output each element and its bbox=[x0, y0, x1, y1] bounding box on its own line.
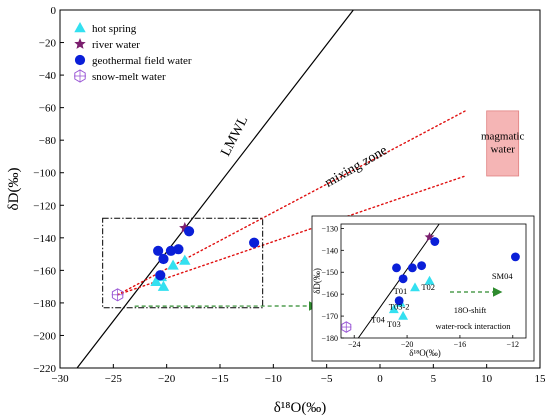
geothermal-point bbox=[158, 253, 169, 265]
hot-spring-point bbox=[167, 259, 179, 270]
hot-spring-point bbox=[157, 280, 170, 291]
hot-spring-point bbox=[179, 254, 191, 265]
x-tick-label: −25 bbox=[105, 373, 123, 385]
inset-y-axis-label: δD(‰) bbox=[312, 268, 322, 294]
x-axis-label: δ¹⁸O(‰) bbox=[274, 400, 327, 416]
inset-hot-spring-point bbox=[388, 304, 399, 314]
legend-hot-spring-icon bbox=[74, 22, 86, 33]
y-tick-label: −220 bbox=[33, 363, 56, 375]
inset-x-tick-label: −24 bbox=[348, 340, 361, 349]
y-tick-label: −20 bbox=[39, 38, 57, 50]
inset-sample-label: T01 bbox=[394, 286, 408, 296]
legend-entry-label: hot spring bbox=[92, 23, 137, 35]
magmatic-water-box bbox=[486, 110, 520, 177]
geothermal-point bbox=[155, 270, 166, 281]
inset-x-tick-label: −12 bbox=[507, 340, 520, 349]
inset-geothermal-point bbox=[430, 237, 440, 246]
inset-sample-label: T04 bbox=[371, 315, 385, 325]
magmatic-water-label-line: water bbox=[490, 143, 515, 155]
snow-melt-point bbox=[111, 288, 124, 302]
legend-snow-melt-icon bbox=[74, 69, 86, 83]
inset-geothermal-point bbox=[511, 252, 520, 262]
x-tick-label: −10 bbox=[265, 373, 283, 385]
y-tick-label: −100 bbox=[33, 168, 56, 180]
legend: hot spring river water geothermal field wa… bbox=[74, 22, 192, 83]
inset-y-tick-label: −130 bbox=[321, 224, 338, 233]
inset-sample-label: T03 bbox=[387, 319, 401, 329]
lmwl-line bbox=[76, 10, 354, 368]
x-tick-label: 0 bbox=[377, 373, 383, 385]
inset-y-tick-label: −140 bbox=[321, 246, 338, 255]
x-tick-label: −15 bbox=[211, 373, 229, 385]
inset-sample-label: SM04 bbox=[492, 271, 514, 281]
inset-hot-spring-point bbox=[410, 282, 420, 292]
geothermal-point bbox=[153, 245, 164, 256]
mixing-line-lower bbox=[116, 175, 467, 296]
inset-sample-label: T02 bbox=[421, 282, 435, 292]
inset-shift-label: 18O-shift bbox=[454, 305, 487, 315]
geothermal-point bbox=[173, 244, 184, 255]
y-tick-label: −80 bbox=[39, 135, 57, 147]
inset-geothermal-point bbox=[394, 296, 404, 306]
legend-entry-label: geothermal field water bbox=[92, 55, 192, 67]
x-tick-label: −5 bbox=[321, 373, 333, 385]
inset-y-tick-label: −180 bbox=[321, 334, 338, 343]
y-tick-label: −160 bbox=[33, 265, 56, 277]
x-tick-label: 5 bbox=[431, 373, 437, 385]
inset-geothermal-point bbox=[392, 263, 401, 273]
inset-hot-spring-point bbox=[398, 310, 409, 320]
magmatic-water-label-line: magmatic bbox=[481, 130, 524, 142]
y-axis-label: δD(‰) bbox=[6, 168, 22, 211]
x-tick-label: −30 bbox=[51, 373, 69, 385]
lmwl-label: LMWL bbox=[218, 114, 251, 159]
y-tick-label: −120 bbox=[33, 200, 56, 212]
inset-y-tick-label: −150 bbox=[321, 268, 338, 277]
inset-snow-melt-point bbox=[341, 321, 352, 333]
y-tick-label: −60 bbox=[39, 103, 57, 115]
x-tick-label: −20 bbox=[158, 373, 176, 385]
inset-lmwl-line bbox=[357, 224, 440, 338]
inset-geothermal-point bbox=[398, 274, 408, 284]
legend-river-water-icon bbox=[74, 38, 86, 49]
inset-x-tick-label: −16 bbox=[454, 340, 467, 349]
geothermal-point bbox=[183, 226, 195, 237]
legend-entry-label: river water bbox=[92, 39, 140, 51]
inset-panel: −24 −20 −16 −12 −130 −140 −150 −160 −170 −180 T01 T… bbox=[311, 215, 535, 362]
mixing-zone-label: mixing zone bbox=[322, 143, 390, 191]
hexagon-outline bbox=[341, 321, 352, 333]
inset-hot-spring-point bbox=[424, 275, 435, 285]
geothermal-point bbox=[249, 237, 260, 248]
inset-interaction-label: water-rock interaction bbox=[435, 321, 511, 331]
inset-x-axis-label: δ¹⁸O(‰) bbox=[409, 348, 441, 358]
inset-geothermal-point bbox=[417, 261, 427, 271]
highlight-region bbox=[102, 217, 264, 309]
y-tick-label: 0 bbox=[51, 5, 57, 17]
inset-y-tick-label: −160 bbox=[321, 290, 338, 299]
y-tick-label: −180 bbox=[33, 298, 56, 310]
inset-y-tick-label: −170 bbox=[321, 312, 338, 321]
inset-sample-label: T03-2 bbox=[389, 302, 410, 312]
inset-plot-frame bbox=[340, 223, 527, 339]
legend-entry-label: snow-melt water bbox=[92, 71, 166, 83]
magmatic-water-label: magmatic water bbox=[481, 130, 524, 155]
y-tick-label: −200 bbox=[33, 330, 56, 342]
y-tick-label: −40 bbox=[39, 70, 57, 82]
x-tick-label: 10 bbox=[481, 373, 493, 385]
y-tick-label: −140 bbox=[33, 233, 56, 245]
plot-frame bbox=[59, 9, 541, 369]
x-tick-label: 15 bbox=[535, 373, 547, 385]
inset-x-tick-label: −20 bbox=[401, 340, 414, 349]
legend-geothermal-icon bbox=[74, 54, 86, 66]
hot-spring-point bbox=[150, 275, 162, 286]
inset-geothermal-point bbox=[407, 263, 417, 273]
